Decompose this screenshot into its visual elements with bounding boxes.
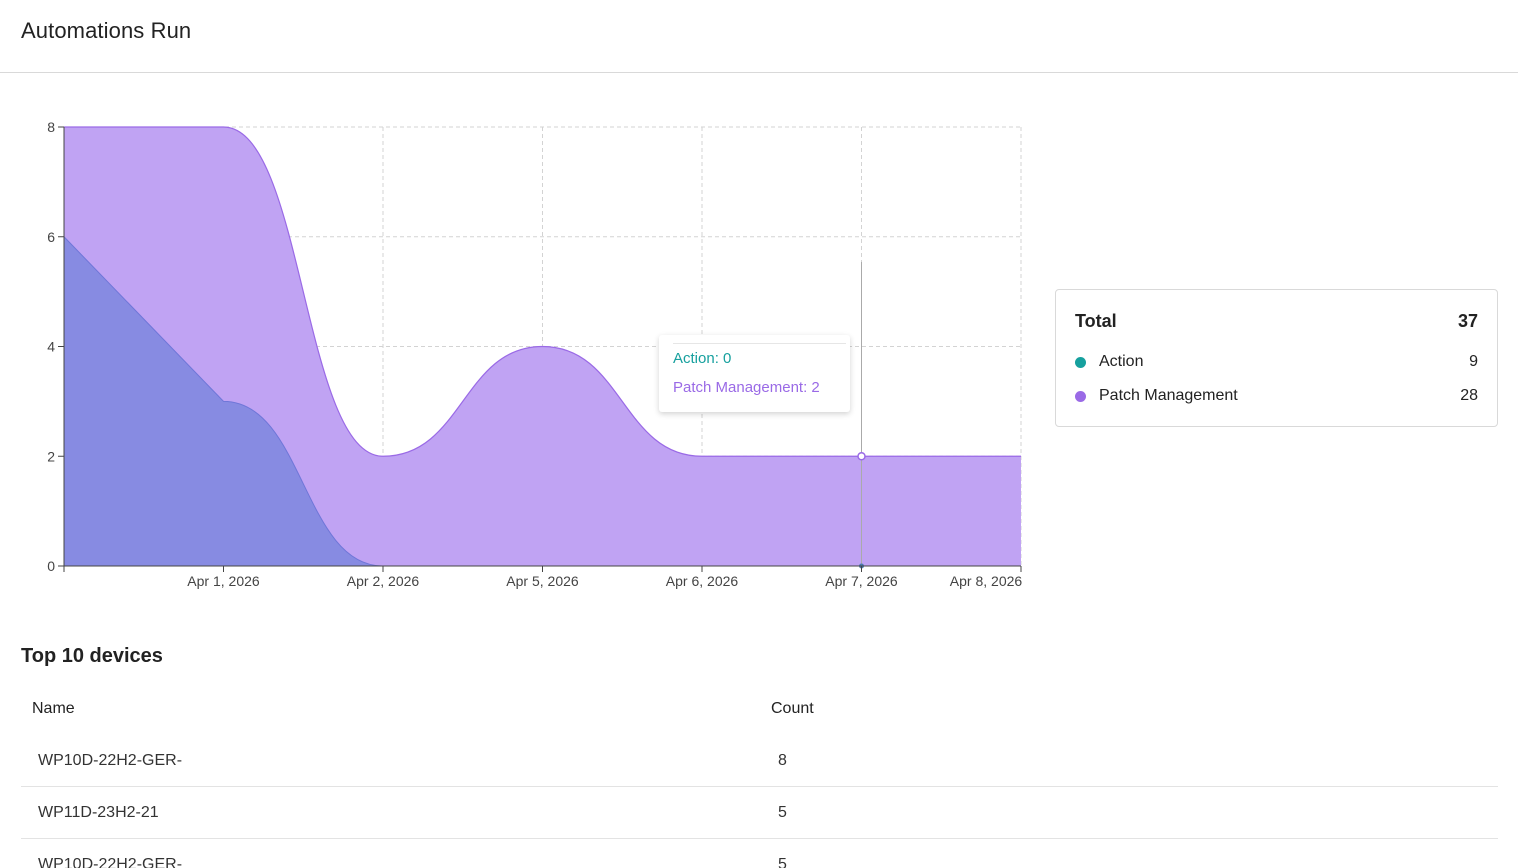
column-header-count[interactable]: Count bbox=[771, 700, 814, 717]
column-header-name[interactable]: Name bbox=[32, 700, 75, 717]
tooltip-patch-value: Patch Management: 2 bbox=[673, 379, 820, 396]
device-count: 5 bbox=[778, 804, 787, 821]
x-tick-label: Apr 8, 2026 bbox=[950, 573, 1023, 589]
series-line-patch-management bbox=[63, 126, 1021, 457]
chart-legend-summary: Total 37 Action 9 Patch Management 28 bbox=[1055, 289, 1498, 427]
x-tick-label: Apr 2, 2026 bbox=[347, 573, 420, 589]
device-count: 5 bbox=[778, 856, 787, 868]
legend-item-action[interactable]: Action 9 bbox=[1075, 351, 1478, 373]
legend-item-patch-management[interactable]: Patch Management 28 bbox=[1075, 385, 1478, 407]
tooltip-divider bbox=[673, 343, 846, 344]
page-title: Automations Run bbox=[21, 18, 192, 43]
device-name: WP11D-23H2-21 bbox=[38, 804, 159, 821]
legend-total-label: Total bbox=[1075, 311, 1117, 331]
x-tick-label: Apr 1, 2026 bbox=[187, 573, 260, 589]
patch-dot-icon bbox=[1075, 391, 1086, 402]
y-tick-label: 4 bbox=[47, 339, 55, 355]
x-tick-label: Apr 7, 2026 bbox=[825, 573, 898, 589]
x-tick-label: Apr 6, 2026 bbox=[666, 573, 739, 589]
legend-item-label: Action bbox=[1099, 353, 1144, 370]
device-count: 8 bbox=[778, 752, 787, 769]
tooltip-action-value: Action: 0 bbox=[673, 350, 732, 367]
devices-section-title: Top 10 devices bbox=[21, 645, 163, 667]
device-name: WP10D-22H2-GER- bbox=[38, 856, 183, 868]
legend-total-value: 37 bbox=[1457, 311, 1478, 331]
table-row[interactable]: WP11D-23H2-21 5 bbox=[21, 787, 1498, 839]
legend-item-value: 9 bbox=[1469, 353, 1478, 370]
table-row[interactable]: WP10D-22H2-GER- 5 bbox=[21, 839, 1498, 868]
y-tick-label: 8 bbox=[47, 119, 55, 135]
legend-item-label: Patch Management bbox=[1099, 387, 1238, 404]
y-tick-label: 0 bbox=[47, 558, 55, 574]
table-row[interactable]: WP10D-22H2-GER- 8 bbox=[21, 735, 1498, 787]
x-tick-label: Apr 5, 2026 bbox=[506, 573, 579, 589]
page-header: Automations Run bbox=[0, 0, 1518, 73]
y-tick-label: 6 bbox=[47, 229, 55, 245]
automations-chart: 0 2 4 6 8 Apr 1, 2026 Apr 2, 2026 Apr 5, 2026 Ap… bbox=[0, 73, 1040, 613]
area-chart-svg: 0 2 4 6 8 Apr 1, 2026 Apr 2, 2026 Apr 5, 2026 Ap… bbox=[47, 119, 1023, 589]
action-dot-icon bbox=[1075, 357, 1086, 368]
legend-item-value: 28 bbox=[1460, 387, 1478, 404]
chart-tooltip: Action: 0 Patch Management: 2 bbox=[659, 335, 850, 412]
device-name: WP10D-22H2-GER- bbox=[38, 752, 183, 769]
hover-point-patch-management bbox=[857, 452, 866, 461]
y-tick-label: 2 bbox=[47, 448, 55, 464]
